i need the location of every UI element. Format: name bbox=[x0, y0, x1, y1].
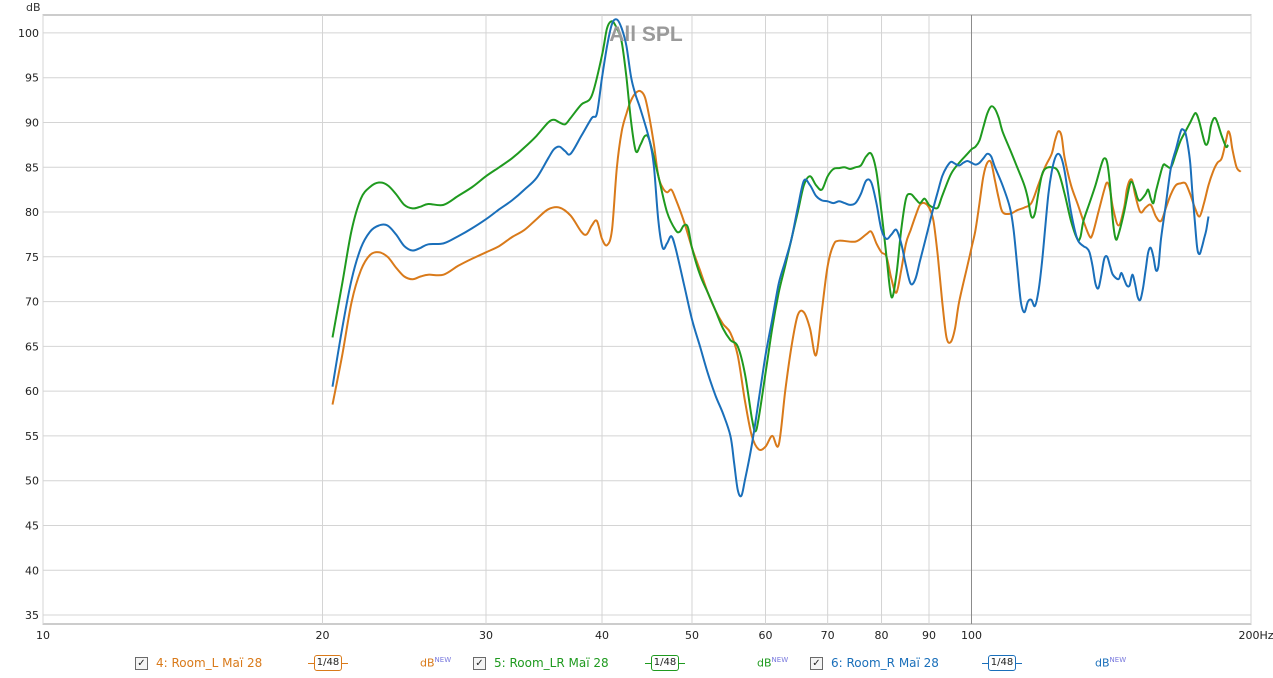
legend-item-room-lr[interactable]: ✓ 5: Room_LR Maï 28 bbox=[473, 655, 609, 671]
smoothing-button-room-r[interactable]: 1/48 bbox=[982, 655, 1022, 671]
smoothing-button-room-l[interactable]: 1/48 bbox=[308, 655, 348, 671]
y-tick-label: 80 bbox=[25, 206, 39, 219]
y-tick-label: 35 bbox=[25, 609, 39, 622]
y-tick-label: 50 bbox=[25, 475, 39, 488]
legend-item-room-l[interactable]: ✓ 4: Room_L Maï 28 bbox=[135, 655, 262, 671]
y-tick-labels: 35 40 45 50 55 60 65 70 75 80 85 90 95 100 bbox=[18, 27, 39, 622]
y-tick-label: 100 bbox=[18, 27, 39, 40]
x-tick-label: 200Hz bbox=[1238, 629, 1273, 642]
x-tick-label: 30 bbox=[479, 629, 493, 642]
unit-room-lr[interactable]: dBNEW bbox=[757, 656, 788, 670]
y-tick-label: 65 bbox=[25, 340, 39, 353]
x-tick-label: 80 bbox=[875, 629, 889, 642]
x-tick-label: 100 bbox=[961, 629, 982, 642]
legend-item-room-r[interactable]: ✓ 6: Room_R Maï 28 bbox=[810, 655, 939, 671]
unit-label-room-r: dB bbox=[1095, 656, 1110, 670]
series-line-6 bbox=[331, 18, 1210, 498]
legend-label-room-lr: 5: Room_LR Maï 28 bbox=[494, 656, 609, 670]
smoothing-button-room-lr[interactable]: 1/48 bbox=[645, 655, 685, 671]
x-tick-label: 10 bbox=[36, 629, 50, 642]
series-line-4 bbox=[331, 89, 1242, 452]
x-tick-label: 40 bbox=[595, 629, 609, 642]
x-tick-label: 70 bbox=[821, 629, 835, 642]
x-tick-label: 90 bbox=[922, 629, 936, 642]
chart-title: All SPL bbox=[609, 23, 683, 46]
x-tick-label: 50 bbox=[685, 629, 699, 642]
y-tick-label: 85 bbox=[25, 161, 39, 174]
y-tick-label: 45 bbox=[25, 519, 39, 532]
legend-label-room-r: 6: Room_R Maï 28 bbox=[831, 656, 939, 670]
spl-chart: 10 20 30 40 50 60 70 80 90 100 200Hz 35 40 45 50 55 60 6… bbox=[18, 1, 1273, 642]
plot-frame bbox=[42, 14, 1252, 625]
y-tick-label: 75 bbox=[25, 251, 39, 264]
x-tick-labels: 10 20 30 40 50 60 70 80 90 100 200Hz bbox=[36, 629, 1273, 642]
y-tick-label: 95 bbox=[25, 72, 39, 85]
x-tick-label: 60 bbox=[759, 629, 773, 642]
y-tick-label: 40 bbox=[25, 564, 39, 577]
unit-tag-room-lr: NEW bbox=[771, 656, 789, 664]
legend: ✓ 4: Room_L Maï 28 1/48 dBNEW ✓ 5: Room_… bbox=[0, 655, 1273, 675]
series-lines bbox=[331, 18, 1242, 498]
unit-tag-room-l: NEW bbox=[434, 656, 452, 664]
y-tick-label: 90 bbox=[25, 116, 39, 129]
unit-tag-room-r: NEW bbox=[1109, 656, 1127, 664]
unit-label-room-l: dB bbox=[420, 656, 435, 670]
unit-room-l[interactable]: dBNEW bbox=[420, 656, 451, 670]
series-line-5 bbox=[331, 20, 1230, 433]
unit-label-room-lr: dB bbox=[757, 656, 772, 670]
unit-room-r[interactable]: dBNEW bbox=[1095, 656, 1126, 670]
y-axis-label: dB bbox=[26, 1, 41, 14]
y-tick-label: 55 bbox=[25, 430, 39, 443]
checkbox-room-lr[interactable]: ✓ bbox=[473, 656, 486, 670]
checkbox-room-l[interactable]: ✓ bbox=[135, 656, 148, 670]
y-tick-label: 70 bbox=[25, 296, 39, 309]
legend-label-room-l: 4: Room_L Maï 28 bbox=[156, 656, 263, 670]
y-tick-label: 60 bbox=[25, 385, 39, 398]
x-tick-label: 20 bbox=[316, 629, 330, 642]
checkbox-room-r[interactable]: ✓ bbox=[810, 656, 823, 670]
